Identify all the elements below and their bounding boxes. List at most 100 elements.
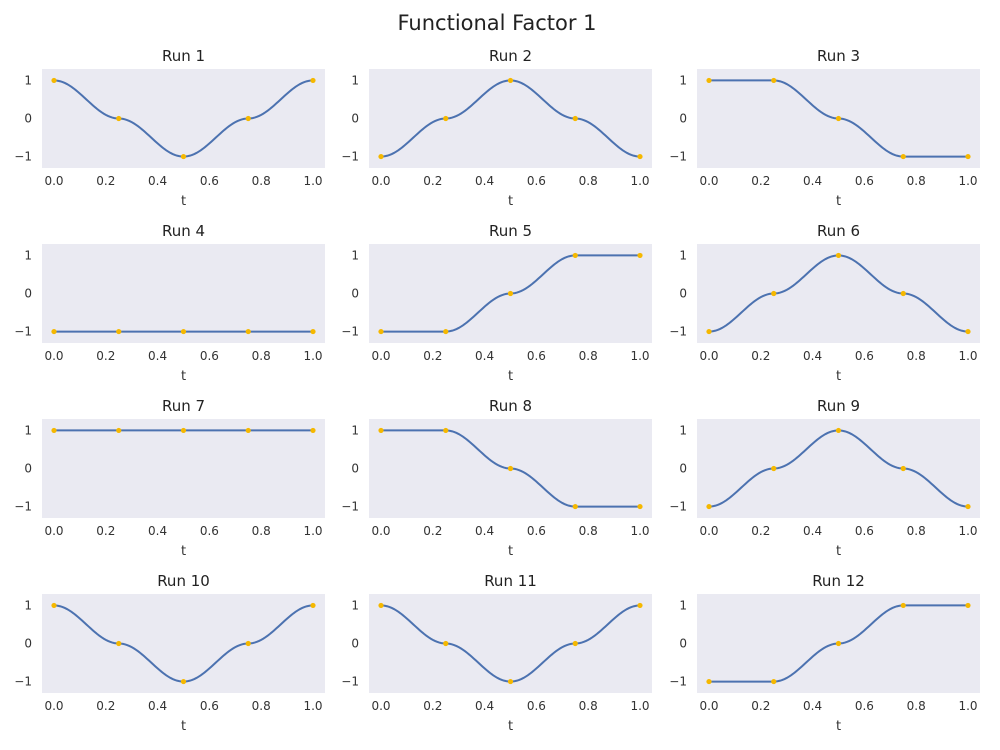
subplot: Run 9 0.0 0.2 0.4 0.6 0.8 1.0 1 0 −1 t <box>669 397 980 559</box>
data-point <box>965 503 971 510</box>
plot-area <box>369 69 652 168</box>
x-tick-label: 0.2 <box>423 524 442 538</box>
x-tick-label: 1.0 <box>958 524 977 538</box>
data-point <box>443 427 449 434</box>
data-point <box>771 678 777 685</box>
x-tick-label: 0.4 <box>475 524 494 538</box>
data-point <box>835 427 842 434</box>
data-point <box>51 602 57 609</box>
data-point <box>771 77 777 84</box>
x-axis-label: t <box>181 719 186 734</box>
data-point <box>245 427 251 434</box>
plot-area <box>697 419 980 518</box>
y-tick-label: 0 <box>24 637 32 651</box>
x-tick-label: 0.2 <box>423 174 442 188</box>
subplot-title: Run 6 <box>817 222 860 240</box>
data-point <box>507 290 514 297</box>
x-tick-label: 0.6 <box>855 349 874 363</box>
data-point <box>245 115 251 122</box>
data-point <box>378 602 384 609</box>
subplot-title: Run 3 <box>817 47 860 65</box>
data-point <box>245 328 251 335</box>
x-tick-label: 0.8 <box>907 349 926 363</box>
plot-area <box>42 594 325 693</box>
x-axis-label: t <box>181 194 186 209</box>
data-point <box>900 290 906 297</box>
subplot: Run 2 0.0 0.2 0.4 0.6 0.8 1.0 1 0 −1 t <box>341 47 652 209</box>
data-point <box>706 77 712 84</box>
figure-title: Functional Factor 1 <box>397 11 596 35</box>
x-tick-label: 0.6 <box>527 174 546 188</box>
data-point <box>310 77 316 84</box>
x-tick-label: 0.0 <box>44 699 63 713</box>
data-point <box>706 678 712 685</box>
x-tick-label: 0.2 <box>751 174 770 188</box>
plot-area <box>42 419 325 518</box>
x-tick-label: 0.2 <box>96 349 115 363</box>
y-tick-label: 0 <box>351 287 359 301</box>
subplot: Run 8 0.0 0.2 0.4 0.6 0.8 1.0 1 0 −1 t <box>341 397 652 559</box>
x-tick-label: 0.2 <box>423 699 442 713</box>
x-tick-label: 1.0 <box>958 174 977 188</box>
x-axis-label: t <box>836 544 841 559</box>
data-point <box>310 602 316 609</box>
data-point <box>572 252 578 259</box>
y-tick-label: −1 <box>669 675 687 689</box>
subplot-title: Run 12 <box>812 572 865 590</box>
data-point <box>443 115 449 122</box>
data-point <box>378 427 384 434</box>
y-tick-label: 0 <box>351 112 359 126</box>
x-tick-label: 1.0 <box>958 699 977 713</box>
x-axis-label: t <box>836 719 841 734</box>
x-tick-label: 1.0 <box>630 174 649 188</box>
x-tick-label: 1.0 <box>630 524 649 538</box>
x-tick-label: 0.6 <box>200 174 219 188</box>
x-tick-label: 0.8 <box>907 174 926 188</box>
y-tick-label: 1 <box>24 248 32 262</box>
subplot: Run 1 0.0 0.2 0.4 0.6 0.8 1.0 1 0 −1 t <box>14 47 325 209</box>
data-point <box>310 427 316 434</box>
data-point <box>245 640 251 647</box>
subplot: Run 4 0.0 0.2 0.4 0.6 0.8 1.0 1 0 −1 t <box>14 222 325 384</box>
data-point <box>900 153 906 160</box>
x-tick-label: 0.2 <box>96 174 115 188</box>
subplot: Run 12 0.0 0.2 0.4 0.6 0.8 1.0 1 0 −1 t <box>669 572 980 734</box>
data-point <box>378 153 384 160</box>
data-point <box>637 153 643 160</box>
x-tick-label: 0.4 <box>803 524 822 538</box>
x-tick-label: 0.4 <box>803 349 822 363</box>
data-point <box>180 153 187 160</box>
x-axis-label: t <box>836 369 841 384</box>
x-tick-label: 0.8 <box>579 174 598 188</box>
subplot-title: Run 5 <box>489 222 532 240</box>
y-tick-label: 0 <box>679 112 687 126</box>
y-tick-label: −1 <box>14 150 32 164</box>
y-tick-label: 1 <box>24 598 32 612</box>
subplot-grid: Run 1 0.0 0.2 0.4 0.6 0.8 1.0 1 0 −1 t Run 2 0.0 0.2 0… <box>14 47 980 734</box>
x-tick-label: 0.8 <box>252 349 271 363</box>
x-tick-label: 0.4 <box>148 524 167 538</box>
x-tick-label: 0.8 <box>907 524 926 538</box>
x-tick-label: 0.4 <box>475 174 494 188</box>
y-tick-label: 1 <box>351 248 359 262</box>
x-tick-label: 0.2 <box>751 524 770 538</box>
x-tick-label: 1.0 <box>303 699 322 713</box>
data-point <box>443 328 449 335</box>
data-point <box>51 328 57 335</box>
data-point <box>637 252 643 259</box>
x-axis-label: t <box>508 719 513 734</box>
x-tick-label: 0.0 <box>699 174 718 188</box>
data-point <box>900 602 906 609</box>
data-point <box>507 678 514 685</box>
x-tick-label: 1.0 <box>630 349 649 363</box>
y-tick-label: 1 <box>679 248 687 262</box>
data-point <box>116 640 122 647</box>
x-tick-label: 0.6 <box>527 349 546 363</box>
x-tick-label: 0.0 <box>371 174 390 188</box>
data-point <box>51 77 57 84</box>
data-point <box>771 465 777 472</box>
x-tick-label: 0.0 <box>44 349 63 363</box>
y-tick-label: 0 <box>24 112 32 126</box>
subplot: Run 6 0.0 0.2 0.4 0.6 0.8 1.0 1 0 −1 t <box>669 222 980 384</box>
